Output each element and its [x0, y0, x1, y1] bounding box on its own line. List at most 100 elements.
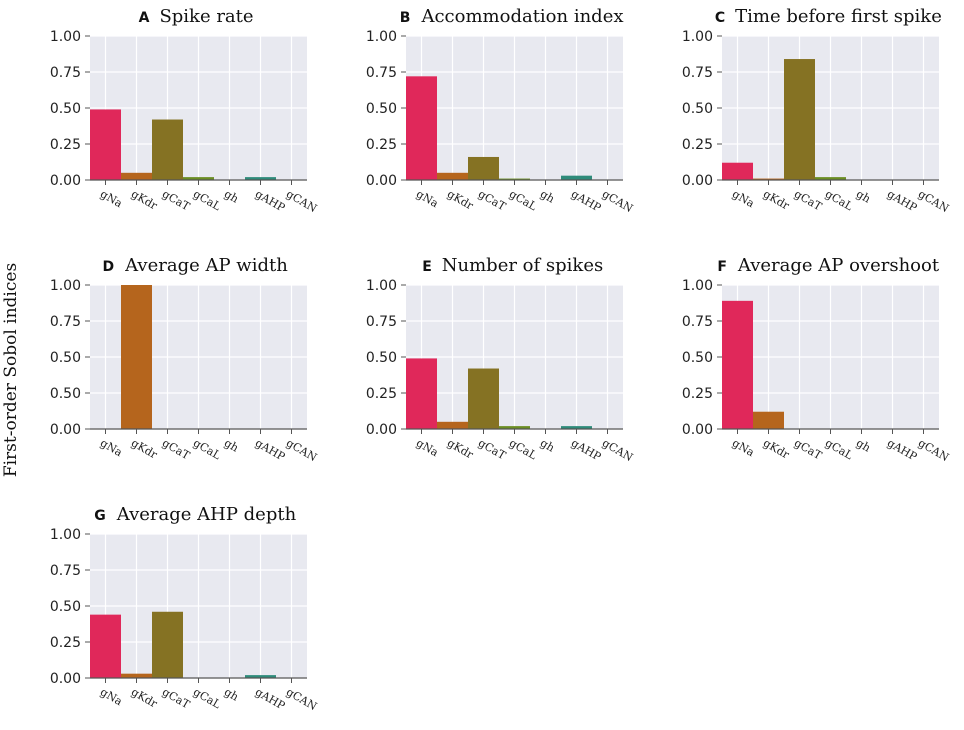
x-tick-label: gKdr [129, 685, 160, 710]
panel-letter: A [139, 10, 150, 26]
x-tick-label: gKdr [129, 436, 160, 461]
bar-gNa [722, 300, 753, 429]
x-tick-label: gCAN [284, 685, 319, 713]
bar-gKdr [437, 172, 468, 180]
panel-f: 0.00 0.25 0.50 0.75 1.00 gNa gKdr gCaT gCaL gh gAH… [682, 255, 952, 464]
y-tick-label: 0.25 [50, 635, 81, 651]
x-tick-label: gCaL [507, 436, 539, 462]
panel-title: Average AHP depth [116, 504, 297, 525]
x-tick-label: gCaT [160, 187, 192, 213]
y-tick-label: 1.00 [50, 278, 81, 294]
x-tick-label: gNa [98, 685, 125, 708]
bar-gAHP [561, 175, 592, 180]
bar-gCaT [468, 368, 499, 429]
y-tick-label: 0.00 [682, 173, 713, 189]
bar-gAHP [561, 426, 592, 429]
panel-title: Spike rate [159, 6, 253, 27]
bar-gNa [722, 162, 753, 180]
bar-gCaT [152, 119, 183, 180]
x-tick-label: gCaT [792, 436, 824, 462]
x-tick-label: gNa [98, 187, 125, 210]
x-tick-label: gAHP [253, 685, 288, 713]
x-tick-label: gNa [98, 436, 125, 459]
y-tick-label: 0.25 [682, 386, 713, 402]
panel-title: Time before first spike [735, 6, 942, 27]
y-tick-label: 0.75 [682, 314, 713, 330]
y-tick-label: 0.75 [366, 314, 397, 330]
y-tick-label: 0.50 [682, 101, 713, 117]
y-tick-label: 0.50 [682, 350, 713, 366]
panel-letter: F [717, 259, 727, 275]
bar-gKdr [121, 285, 152, 429]
bar-gNa [90, 614, 121, 678]
y-tick-label: 0.00 [50, 671, 81, 687]
x-tick-label: gAHP [885, 436, 920, 464]
panel-letter: D [103, 259, 115, 275]
y-tick-label: 1.00 [682, 29, 713, 45]
y-tick-label: 0.00 [366, 173, 397, 189]
x-tick-label: gCAN [916, 187, 951, 215]
y-tick-label: 1.00 [50, 527, 81, 543]
x-tick-label: gKdr [761, 187, 792, 212]
panel-title: Accommodation index [420, 6, 623, 27]
y-tick-label: 0.50 [50, 101, 81, 117]
x-tick-label: gAHP [569, 187, 604, 215]
x-tick-label: gh [854, 187, 873, 205]
x-tick-label: gCaT [476, 187, 508, 213]
y-tick-label: 1.00 [50, 29, 81, 45]
bar-gAHP [245, 177, 276, 180]
bar-gKdr [437, 421, 468, 429]
panel-letter: B [400, 10, 411, 26]
x-tick-label: gKdr [445, 436, 476, 461]
panel-title: Average AP width [124, 255, 288, 276]
panel-g: 0.00 0.25 0.50 0.75 1.00 gNa gKdr gCaT gCaL gh gAH… [50, 504, 320, 713]
x-tick-label: gh [222, 685, 241, 703]
x-tick-label: gCaT [160, 685, 192, 711]
x-tick-label: gCAN [284, 187, 319, 215]
y-tick-label: 0.75 [50, 65, 81, 81]
x-tick-label: gKdr [445, 187, 476, 212]
x-tick-label: gNa [730, 436, 757, 459]
bar-gNa [406, 76, 437, 180]
bar-gKdr [121, 172, 152, 180]
x-tick-label: gAHP [253, 436, 288, 464]
bar-gCaL [499, 426, 530, 429]
panel-d: 0.00 0.50 0.50 0.75 1.00 gNa gKdr gCaT gCaL gh gAH… [50, 255, 320, 464]
y-tick-label: 1.00 [366, 29, 397, 45]
panel-e: 0.00 0.25 0.50 0.75 1.00 gNa gKdr gCaT gCaL gh gAH… [366, 255, 636, 464]
panel-a: 0.00 0.25 0.50 0.75 1.00 gNa gKdr gCaT gCaL gh gAH… [50, 6, 320, 215]
bar-gKdr [753, 411, 784, 429]
panel-letter: C [715, 10, 725, 26]
bar-gCaT [152, 611, 183, 678]
y-tick-label: 0.75 [682, 65, 713, 81]
x-tick-label: gh [222, 436, 241, 454]
x-tick-label: gKdr [761, 436, 792, 461]
y-tick-label: 0.00 [682, 422, 713, 438]
bar-gKdr [121, 673, 152, 678]
y-tick-label: 0.50 [50, 599, 81, 615]
x-tick-label: gAHP [885, 187, 920, 215]
x-tick-label: gCaL [191, 436, 223, 462]
y-tick-label: 0.50 [50, 386, 81, 402]
y-tick-label: 0.75 [366, 65, 397, 81]
y-tick-label: 0.00 [50, 173, 81, 189]
panel-b: 0.00 0.25 0.50 0.75 1.00 gNa gKdr gCaT gCaL gh gAH… [366, 6, 636, 215]
x-tick-label: gh [222, 187, 241, 205]
x-tick-label: gCaL [191, 685, 223, 711]
y-tick-label: 0.75 [50, 563, 81, 579]
x-tick-label: gCAN [916, 436, 951, 464]
y-tick-label: 0.75 [50, 314, 81, 330]
y-tick-label: 0.25 [682, 137, 713, 153]
x-tick-label: gCAN [284, 436, 319, 464]
bar-gKdr [753, 178, 784, 180]
bar-gCaL [815, 177, 846, 180]
bar-gCaT [784, 59, 815, 180]
panel-title: Average AP overshoot [737, 255, 940, 276]
x-tick-label: gh [538, 436, 557, 454]
y-tick-label: 0.50 [50, 350, 81, 366]
y-tick-label: 0.00 [50, 422, 81, 438]
bar-gCaL [499, 178, 530, 180]
y-tick-label: 1.00 [366, 278, 397, 294]
y-axis-label: First-order Sobol indices [1, 263, 21, 477]
